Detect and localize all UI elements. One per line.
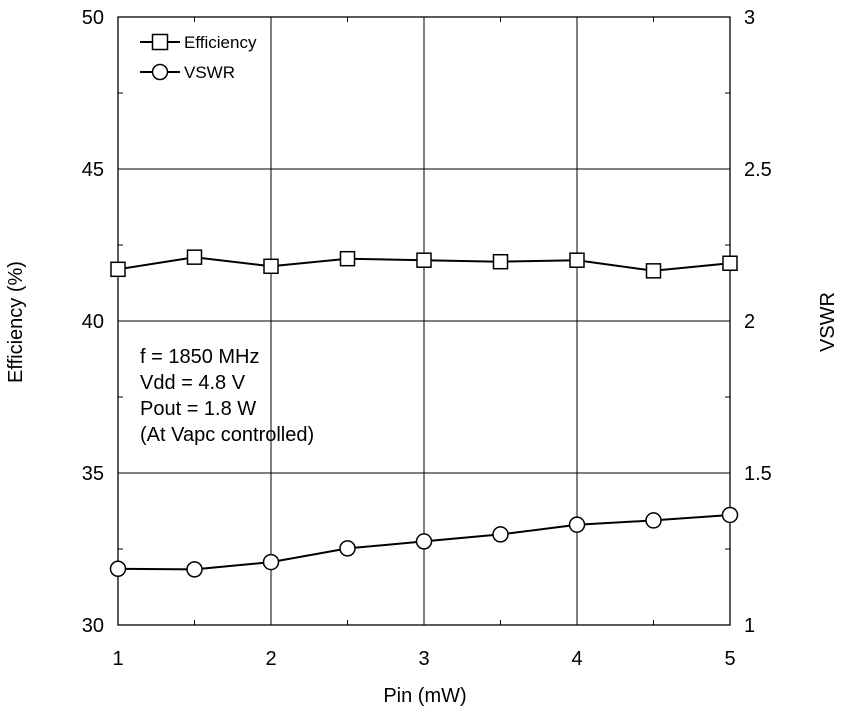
y-right-tick-label: 3	[744, 7, 755, 29]
series-layer	[109, 249, 739, 578]
vswr-point	[721, 506, 739, 524]
legend: Efficiency VSWR	[140, 33, 257, 82]
annotation-pout: Pout = 1.8 W	[140, 398, 256, 420]
annotation-condition: (At Vapc controlled)	[140, 424, 314, 446]
y-left-tick-label: 45	[82, 159, 104, 181]
left-axis-ticks: 30 35 40 45 50	[82, 7, 126, 637]
legend-square-marker	[151, 33, 169, 51]
vswr-point	[492, 526, 509, 543]
annotation-vdd: Vdd = 4.8 V	[140, 372, 246, 394]
y-left-tick-label: 30	[82, 615, 104, 637]
legend-entry-efficiency: Efficiency	[140, 33, 257, 52]
efficiency-point	[186, 249, 203, 265]
legend-label-efficiency: Efficiency	[184, 33, 257, 52]
x-tick-label: 5	[724, 648, 735, 670]
right-axis-ticks: 1 1.5 2 2.5 3	[722, 7, 772, 637]
y-right-tick-label: 1	[744, 615, 755, 637]
efficiency-point	[722, 255, 738, 271]
vswr-point	[339, 540, 356, 557]
vswr-point	[186, 561, 203, 578]
efficiency-point	[263, 258, 279, 275]
x-axis-label: Pin (mW)	[383, 685, 466, 707]
legend-circle-marker	[151, 63, 169, 81]
y-right-tick-label: 2	[744, 311, 755, 333]
x-tick-label: 4	[571, 648, 582, 670]
x-tick-label: 2	[265, 648, 276, 670]
efficiency-point	[339, 250, 356, 267]
efficiency-point	[416, 252, 432, 268]
legend-label-vswr: VSWR	[184, 63, 235, 82]
efficiency-point	[645, 263, 662, 279]
legend-entry-vswr: VSWR	[140, 63, 235, 82]
vswr-point	[109, 560, 127, 578]
y-left-tick-label: 40	[82, 311, 104, 333]
annotation-frequency: f = 1850 MHz	[140, 346, 260, 368]
left-axis-label: Efficiency (%)	[5, 261, 27, 383]
vswr-point	[415, 533, 433, 550]
vswr-point	[262, 553, 280, 571]
x-tick-label: 3	[418, 648, 429, 670]
efficiency-point	[110, 261, 126, 278]
right-axis-label: VSWR	[817, 292, 839, 352]
efficiency-point	[569, 252, 585, 268]
x-axis-ticks: 1 2 3 4 5	[112, 17, 736, 670]
grid-lines	[118, 17, 730, 625]
vswr-point	[568, 516, 586, 533]
y-right-tick-label: 1.5	[744, 463, 772, 485]
efficiency-point	[492, 253, 509, 270]
x-tick-label: 1	[112, 648, 123, 670]
annotation-block: f = 1850 MHz Vdd = 4.8 V Pout = 1.8 W (A…	[140, 346, 314, 446]
vswr-point	[645, 512, 662, 529]
y-left-tick-label: 50	[82, 7, 104, 29]
y-right-tick-label: 2.5	[744, 159, 772, 181]
y-left-tick-label: 35	[82, 463, 104, 485]
